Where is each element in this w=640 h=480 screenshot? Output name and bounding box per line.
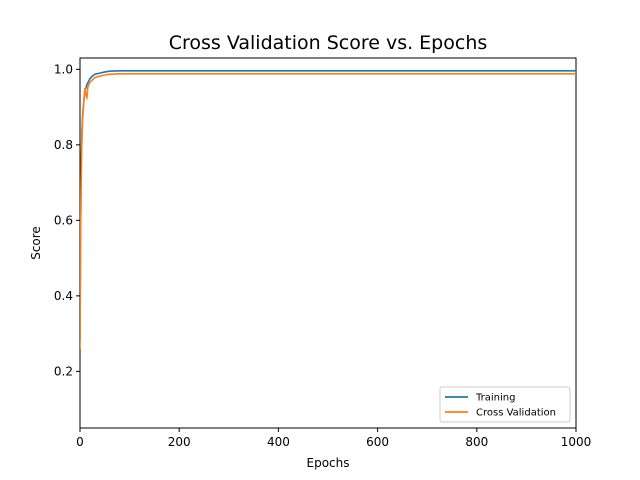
x-tick-label: 800	[465, 435, 488, 449]
x-tick-label: 600	[366, 435, 389, 449]
series-line-cross-validation	[80, 73, 576, 349]
legend-label: Training	[475, 393, 515, 404]
y-tick-label: 0.8	[54, 138, 73, 152]
y-axis: 0.2 0.4 0.6 0.8 1.0	[54, 62, 80, 378]
x-axis: 0 200 400 600 800 1000	[76, 428, 591, 449]
y-tick-label: 1.0	[54, 62, 73, 76]
plot-area	[79, 57, 577, 429]
x-tick-label: 1000	[561, 435, 592, 449]
legend-label: Cross Validation	[476, 408, 556, 419]
chart-title: Cross Validation Score vs. Epochs	[169, 32, 488, 54]
x-tick-label: 400	[267, 435, 290, 449]
plot-frame	[79, 57, 577, 429]
x-tick-label: 200	[168, 435, 191, 449]
legend: Training Cross Validation	[439, 386, 571, 423]
y-tick-label: 0.6	[54, 213, 73, 227]
y-tick-label: 0.2	[54, 364, 73, 378]
legend-box	[439, 386, 571, 423]
y-tick-label: 0.4	[54, 289, 73, 303]
x-tick-label: 0	[76, 435, 84, 449]
x-axis-label: Epochs	[307, 456, 350, 470]
y-axis-label: Score	[29, 226, 43, 260]
